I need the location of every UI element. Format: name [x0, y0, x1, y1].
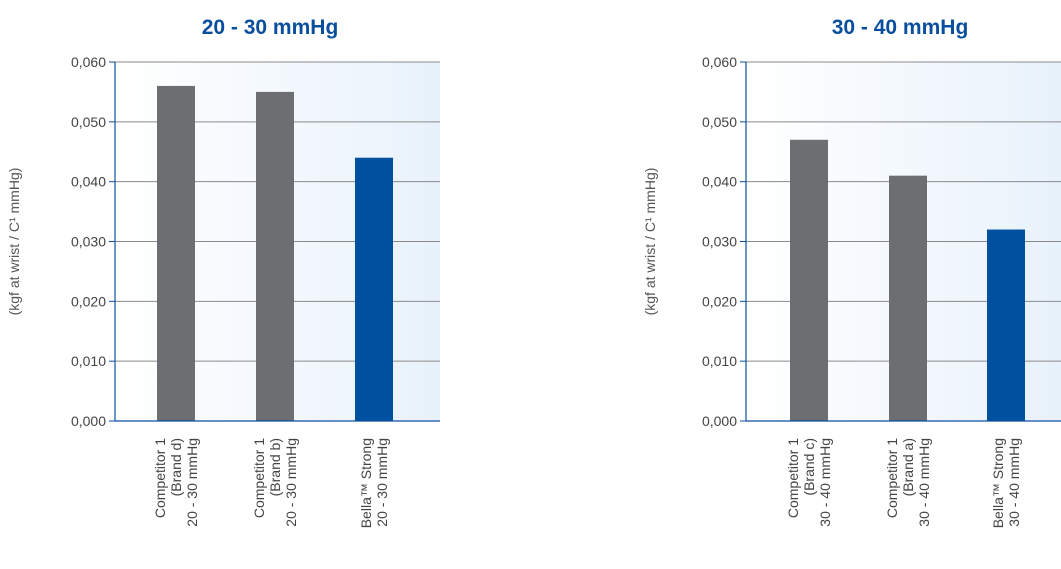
chart-title: 20 - 30 mmHg — [202, 16, 339, 39]
category-label: 30 - 40 mmHg — [817, 438, 833, 527]
bar-2 — [889, 175, 927, 421]
y-tick-label: 0,040 — [71, 174, 106, 190]
y-tick-label: 0,020 — [71, 293, 106, 309]
category-label: 30 - 40 mmHg — [916, 438, 932, 527]
y-tick-label: 0,040 — [702, 174, 737, 190]
category-label: 20 - 30 mmHg — [283, 438, 299, 527]
y-tick-label: 0,060 — [702, 54, 737, 70]
category-label: (Brand c) — [801, 438, 817, 496]
y-tick-label: 0,000 — [71, 413, 106, 429]
category-label: 20 - 30 mmHg — [374, 438, 390, 527]
bar-1 — [157, 85, 195, 421]
y-tick-label: 0,030 — [702, 234, 737, 250]
category-label: (Brand b) — [267, 438, 283, 496]
category-label: Bella™ Strong — [990, 438, 1006, 528]
y-axis-label: (kgf at wrist / C¹ mmHg) — [6, 168, 22, 316]
bar-3 — [355, 157, 393, 421]
y-tick-label: 0,050 — [702, 114, 737, 130]
y-tick-label: 0,010 — [71, 353, 106, 369]
category-label: Competitor 1 — [785, 438, 801, 518]
bar-2 — [256, 91, 294, 422]
y-tick-label: 0,030 — [71, 234, 106, 250]
category-label: Bella™ Strong — [358, 438, 374, 528]
bar-1 — [790, 139, 828, 422]
category-label: Competitor 1 — [884, 438, 900, 518]
category-label: 30 - 40 mmHg — [1006, 438, 1022, 527]
y-tick-label: 0,050 — [71, 114, 106, 130]
y-tick-label: 0,060 — [71, 54, 106, 70]
chart-title: 30 - 40 mmHg — [832, 16, 969, 39]
chart-panel-1: 0,000 0,010 0,020 0,030 0,040 0,050 0,060 20 - … — [6, 16, 440, 528]
category-label: (Brand d) — [168, 438, 184, 496]
category-label: Competitor 1 — [152, 438, 168, 518]
chart-panel-2: 0,000 0,010 0,020 0,030 0,040 0,050 0,060 30 - … — [642, 16, 1061, 528]
y-tick-label: 0,000 — [702, 413, 737, 429]
category-label: 20 - 30 mmHg — [184, 438, 200, 527]
y-tick-label: 0,020 — [702, 293, 737, 309]
y-axis-label: (kgf at wrist / C¹ mmHg) — [642, 168, 658, 316]
category-label: Competitor 1 — [251, 438, 267, 518]
y-tick-label: 0,010 — [702, 353, 737, 369]
bar-3 — [987, 229, 1025, 421]
category-label: (Brand a) — [900, 438, 916, 496]
